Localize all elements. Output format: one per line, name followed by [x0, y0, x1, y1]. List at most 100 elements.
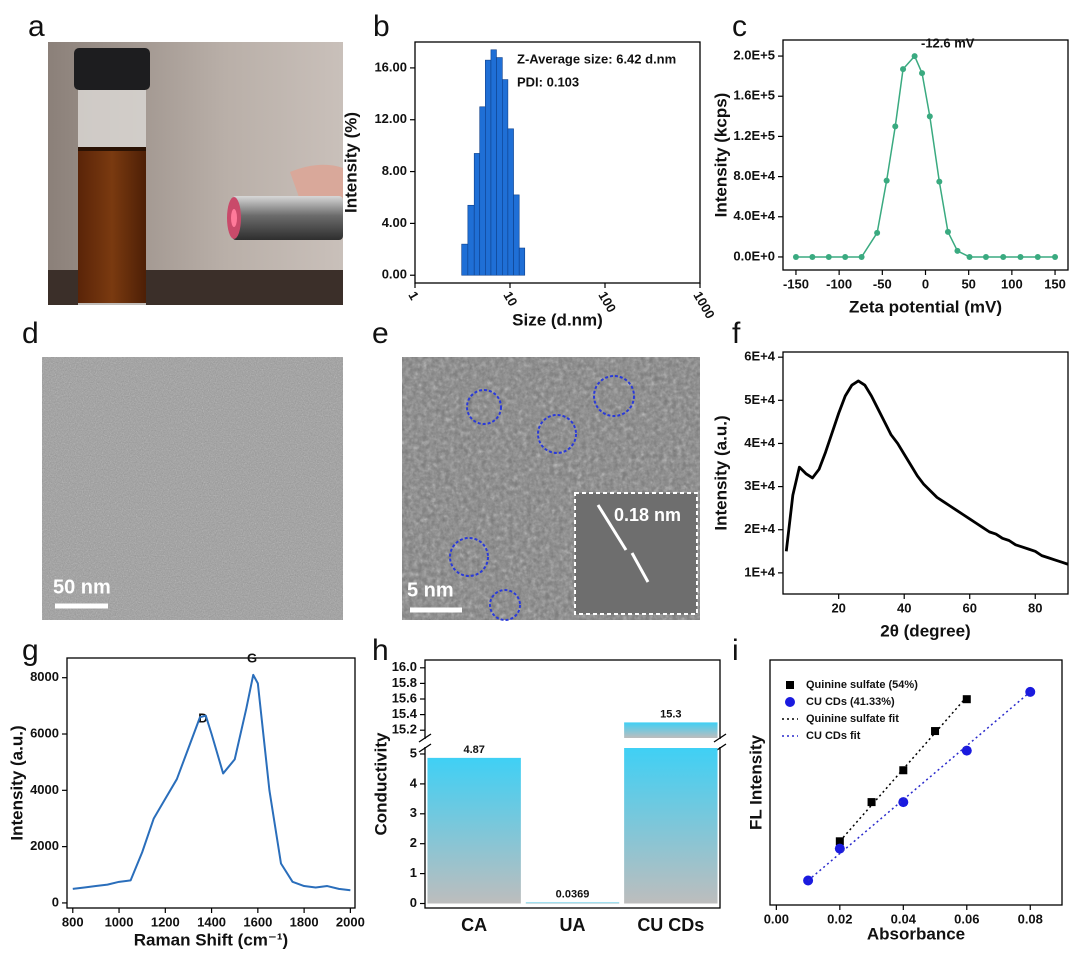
panel-label: e	[372, 317, 389, 350]
legend-symbol	[785, 697, 795, 707]
x-tick-label: 1800	[290, 914, 319, 929]
point	[911, 53, 918, 60]
point	[961, 745, 972, 756]
y-tick-label: 15.8	[392, 675, 417, 690]
data-line	[795, 55, 1056, 258]
x-tick-label: 0.08	[1018, 911, 1043, 926]
annotation: Z-Average size: 6.42 d.nm	[517, 51, 676, 66]
bar	[473, 153, 481, 276]
y-tick-label: 4.0E+4	[733, 208, 775, 223]
x-tick-label: 0.04	[891, 911, 917, 926]
y-axis-title: Intensity (kcps)	[711, 93, 730, 218]
point	[809, 253, 816, 260]
y-axis-title: FL Intensity	[746, 734, 765, 830]
y-tick-label: 6E+4	[744, 349, 775, 364]
annotation: -12.6 mV	[921, 35, 975, 50]
y-axis-title: Intensity (a.u.)	[711, 415, 730, 530]
x-tick-label: 0	[922, 276, 929, 291]
y-tick-label: 2.0E+5	[733, 48, 775, 63]
y-tick-label: 0	[410, 895, 417, 910]
y-tick-label: 15.2	[392, 722, 417, 737]
x-tick-label: 0.06	[954, 911, 979, 926]
y-tick-label: 4E+4	[744, 435, 775, 450]
bar	[490, 49, 497, 276]
value-label: 4.87	[463, 744, 484, 756]
x-tick-label: -50	[873, 276, 892, 291]
x-tick-label: 1000	[105, 914, 134, 929]
x-tick-label: 0.02	[827, 911, 852, 926]
panel-label: f	[732, 317, 741, 350]
point	[962, 695, 971, 704]
legend-label: Quinine sulfate fit	[806, 713, 899, 725]
x-axis-title: Size (d.nm)	[512, 310, 603, 329]
bar	[525, 902, 620, 904]
y-tick-label: 1E+4	[744, 564, 775, 579]
y-tick-label: 8.00	[382, 163, 407, 178]
panel-label: a	[28, 10, 45, 43]
data-line	[72, 673, 351, 892]
y-axis-title: Conductivity	[371, 732, 390, 835]
point	[954, 247, 961, 254]
lattice-label: 0.18 nm	[614, 505, 681, 525]
value-label: 0.0369	[556, 888, 590, 900]
axis-break	[712, 739, 728, 747]
y-tick-label: 1.6E+5	[733, 88, 775, 103]
x-tick-label: 1400	[197, 914, 226, 929]
y-tick-label: 6000	[30, 725, 59, 740]
y-tick-label: 5	[410, 745, 417, 760]
hrtem-image	[402, 357, 700, 621]
x-tick-label: 1600	[243, 914, 272, 929]
bar	[513, 194, 520, 276]
y-tick-label: 3E+4	[744, 478, 775, 493]
point	[919, 70, 926, 77]
y-tick-label: 8000	[30, 669, 59, 684]
point	[1000, 253, 1007, 260]
annotation: G	[247, 650, 257, 665]
point	[900, 66, 907, 73]
axis-break	[418, 743, 432, 753]
point	[883, 177, 890, 184]
panel-label: g	[22, 634, 39, 667]
x-tick-label: 80	[1028, 600, 1042, 615]
x-tick-label: 40	[897, 600, 911, 615]
panel-label: c	[732, 10, 747, 43]
y-tick-label: 1	[410, 865, 417, 880]
legend-label: Quinine sulfate (54%)	[806, 679, 918, 691]
x-axis-title: Zeta potential (mV)	[849, 297, 1002, 316]
y-tick-label: 3	[410, 805, 417, 820]
point	[874, 229, 881, 236]
axis-break	[418, 733, 432, 743]
y-tick-label: 16.00	[374, 59, 407, 74]
bar	[518, 247, 526, 276]
plot-frame	[66, 657, 356, 909]
bar	[496, 57, 503, 276]
scale-bar-label: 50 nm	[53, 576, 111, 598]
plot-frame	[414, 41, 701, 284]
bar	[624, 722, 718, 738]
legend-label: CU CDs fit	[806, 730, 861, 742]
point	[944, 228, 951, 235]
y-tick-label: 1.2E+5	[733, 128, 775, 143]
x-tick-label: 1000	[690, 289, 717, 322]
axis-break	[417, 739, 433, 747]
point	[1052, 253, 1059, 260]
y-tick-label: 12.00	[374, 111, 407, 126]
bar	[502, 79, 509, 276]
point	[898, 797, 909, 808]
point	[966, 253, 973, 260]
value-label: 15.3	[660, 708, 681, 720]
point	[1034, 253, 1041, 260]
x-tick-label: 100	[1001, 276, 1023, 291]
point	[892, 123, 899, 130]
x-tick-label: 1200	[151, 914, 180, 929]
y-tick-label: 0.0E+0	[733, 248, 775, 263]
annotation: PDI: 0.103	[517, 74, 579, 89]
point	[842, 253, 849, 260]
x-tick-label: -100	[826, 276, 852, 291]
point	[1025, 686, 1036, 697]
legend-symbol	[786, 681, 794, 689]
data-line	[784, 379, 1069, 566]
x-tick-label: 2000	[336, 914, 365, 929]
plot-frame	[782, 39, 1069, 271]
